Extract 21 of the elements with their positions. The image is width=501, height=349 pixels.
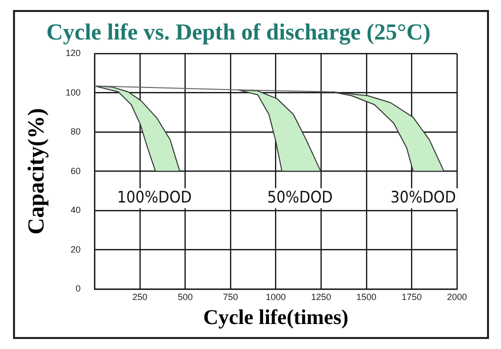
x-tick-label: 250 <box>132 292 148 302</box>
x-tick-label: 1250 <box>311 292 332 302</box>
x-tick-label: 1500 <box>356 292 376 302</box>
x-tick-label: 750 <box>222 292 238 302</box>
y-tick-label: 120 <box>66 48 81 58</box>
annotation: 30%DOD <box>390 187 456 206</box>
y-tick-label: 20 <box>70 244 81 254</box>
annotation: 100%DOD <box>117 187 192 206</box>
y-tick-label: 60 <box>70 166 81 176</box>
annotation: 50%DOD <box>267 187 333 206</box>
y-tick-label: 100 <box>66 87 81 98</box>
x-tick-label: 1000 <box>266 292 286 302</box>
y-tick-label: 80 <box>70 126 81 137</box>
y-axis-title: Capacity(%) <box>24 108 49 235</box>
chart-title: Cycle life vs. Depth of discharge (25°C) <box>46 20 431 46</box>
y-tick-label: 40 <box>70 205 81 216</box>
x-tick-label: 500 <box>178 292 193 302</box>
x-tick-label: 1750 <box>402 292 422 302</box>
x-axis-title: Cycle life(times) <box>203 304 348 329</box>
y-tick-label: 0 <box>76 283 81 294</box>
x-tick-label: 2000 <box>446 292 468 302</box>
